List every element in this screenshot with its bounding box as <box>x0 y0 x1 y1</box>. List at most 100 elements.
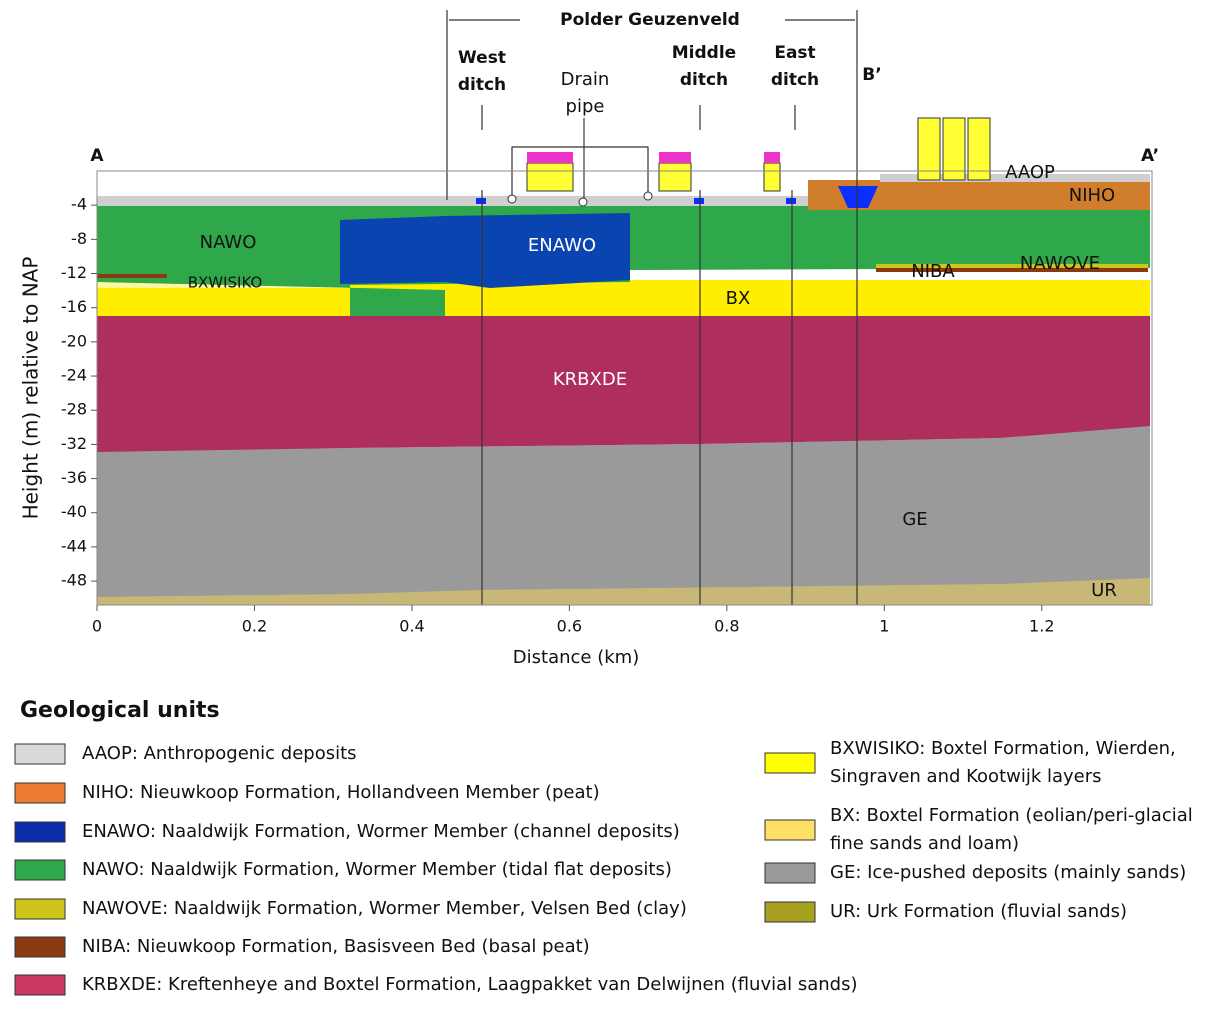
roof <box>527 152 573 163</box>
niba-line <box>876 268 1148 272</box>
x-tick-label: 0.6 <box>557 617 582 636</box>
title: Polder Geuzenveld <box>560 10 740 30</box>
unit-label: NIHO <box>1069 185 1115 206</box>
ditch <box>694 198 704 204</box>
unit-labels: NAWO ENAWO BXWISIKO BX KRBXDE GE UR AAOP NIHO NIB… <box>188 162 1117 601</box>
unit-label: GE <box>902 509 927 530</box>
section-label: A’ <box>1141 146 1159 166</box>
legend-swatch <box>764 819 816 841</box>
unit-label: NIBA <box>911 261 955 282</box>
house <box>658 162 692 192</box>
annotation: Drain <box>561 69 610 90</box>
legend-swatch <box>764 862 816 884</box>
canal <box>838 186 878 208</box>
y-tick-label: -48 <box>61 571 87 590</box>
unit-label: UR <box>1091 580 1117 601</box>
enawo-layer <box>340 213 630 288</box>
legend-swatch <box>14 936 66 958</box>
legend-swatch <box>14 859 66 881</box>
unit-label: NAWOVE <box>1020 253 1100 274</box>
plot-frame <box>96 170 1153 606</box>
y-tick-label: -36 <box>61 468 87 487</box>
legend-text: ENAWO: Naaldwijk Formation, Wormer Membe… <box>82 821 680 842</box>
ur-layer <box>97 578 1150 605</box>
y-tick-label: -16 <box>61 297 87 316</box>
pipe <box>643 191 653 201</box>
houses <box>526 117 991 192</box>
legend-text: BX: Boxtel Formation (eolian/peri-glacia… <box>830 805 1193 826</box>
x-tick-label: 0.2 <box>242 617 267 636</box>
axes: 0 0.2 0.4 0.6 0.8 1 1.2 -4 -8 -12 -16 -20 -24 -28 -32 -… <box>61 195 1055 636</box>
roofs <box>527 152 780 163</box>
legend-swatch <box>14 782 66 804</box>
section-label: A <box>90 146 104 166</box>
legend-swatch <box>14 898 66 920</box>
krbxde-layer <box>97 313 1150 452</box>
annotation: pipe <box>566 96 605 117</box>
x-tick-label: 1 <box>879 617 889 636</box>
unit-label: ENAWO <box>528 235 596 256</box>
unit-label: BXWISIKO <box>188 274 263 292</box>
y-tick-label: -20 <box>61 331 87 350</box>
x-tick-label: 1.2 <box>1029 617 1054 636</box>
tower <box>917 117 941 181</box>
y-tick-label: -8 <box>71 229 87 248</box>
ditch <box>476 198 486 204</box>
y-axis-label: Height (m) relative to NAP <box>19 257 43 520</box>
legend-text: UR: Urk Formation (fluvial sands) <box>830 901 1127 922</box>
tower <box>942 117 966 181</box>
cross-section <box>96 10 1153 606</box>
legend-swatch <box>764 752 816 774</box>
legend-text: fine sands and loam) <box>830 833 1019 854</box>
x-tick-label: 0.4 <box>399 617 424 636</box>
unit-label: BX <box>726 288 751 309</box>
x-tick-label: 0 <box>92 617 102 636</box>
annotation: West <box>458 48 506 68</box>
aaop-top <box>880 174 1150 182</box>
y-tick-label: -24 <box>61 366 87 385</box>
legend-text: KRBXDE: Kreftenheye and Boxtel Formation… <box>82 974 858 995</box>
roof <box>659 152 691 163</box>
house <box>763 162 781 192</box>
annotation: Middle <box>672 43 736 63</box>
annotation: ditch <box>458 75 506 95</box>
legend-text: NIBA: Nieuwkoop Formation, Basisveen Bed… <box>82 936 590 957</box>
annotation: ditch <box>771 70 819 90</box>
legend-text: AAOP: Anthropogenic deposits <box>82 743 357 764</box>
pipe <box>578 197 588 207</box>
legend-swatch <box>764 901 816 923</box>
legend-swatch <box>14 974 66 996</box>
pipe <box>507 194 517 204</box>
unit-label: NAWO <box>200 232 257 253</box>
roof <box>764 152 780 163</box>
annotation: East <box>774 43 815 63</box>
y-tick-label: -32 <box>61 434 87 453</box>
y-tick-label: -28 <box>61 400 87 419</box>
legend-text: GE: Ice-pushed deposits (mainly sands) <box>830 862 1186 883</box>
unit-label: KRBXDE <box>553 369 627 390</box>
x-tick-label: 0.8 <box>714 617 739 636</box>
x-axis-label: Distance (km) <box>513 647 639 668</box>
y-tick-label: -4 <box>71 195 87 214</box>
section-label: B’ <box>862 65 881 85</box>
y-tick-label: -40 <box>61 502 87 521</box>
y-tick-label: -44 <box>61 536 87 555</box>
legend-text: NAWO: Naaldwijk Formation, Wormer Member… <box>82 859 672 880</box>
legend-text: NIHO: Nieuwkoop Formation, Hollandveen M… <box>82 782 600 803</box>
annotation: ditch <box>680 70 728 90</box>
legend-text: NAWOVE: Naaldwijk Formation, Wormer Memb… <box>82 898 687 919</box>
legend-text: Singraven and Kootwijk layers <box>830 766 1102 787</box>
legend-text: BXWISIKO: Boxtel Formation, Wierden, <box>830 738 1176 759</box>
annotations: West ditch Drain pipe Middle ditch East ditch <box>458 43 819 117</box>
ditch <box>786 198 796 204</box>
legend-swatch <box>14 743 66 765</box>
legend-swatch <box>14 821 66 843</box>
niho-layer <box>808 180 1150 210</box>
tower <box>967 117 991 181</box>
legend: AAOP: Anthropogenic deposits NIHO: Nieuwk… <box>14 738 1193 996</box>
ge-layer <box>97 425 1150 605</box>
house <box>526 162 574 192</box>
aaop-layer <box>97 196 1150 206</box>
unit-label: AAOP <box>1005 162 1055 183</box>
